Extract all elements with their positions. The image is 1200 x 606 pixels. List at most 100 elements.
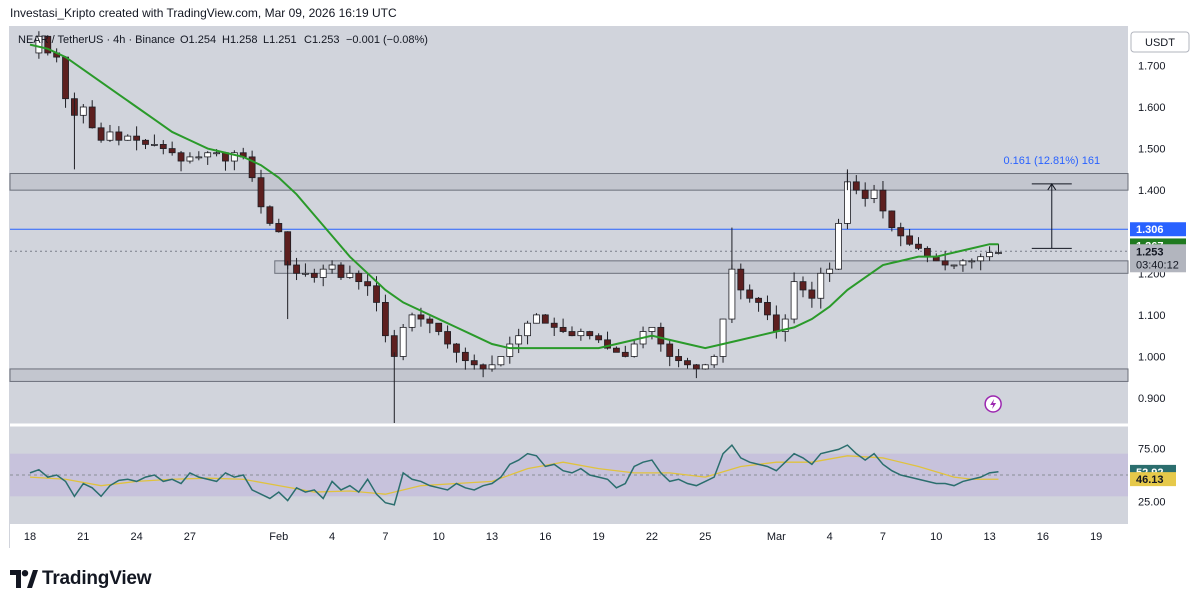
countdown-label: 03:40:12	[1136, 259, 1179, 271]
candle-body	[710, 356, 718, 366]
candle	[302, 263, 309, 277]
candle	[826, 262, 834, 282]
candle	[870, 184, 878, 204]
candle	[746, 284, 754, 303]
candle	[541, 314, 549, 324]
candle-body	[213, 152, 220, 155]
candle	[488, 355, 496, 372]
candle-body	[604, 339, 611, 349]
candle-body	[781, 318, 789, 332]
candle-body	[915, 243, 922, 249]
support-resistance-zone	[9, 173, 1129, 191]
time-tick-label: 19	[593, 531, 605, 543]
candle-body	[906, 235, 914, 245]
price-pane	[10, 28, 1128, 423]
candle-body	[684, 360, 691, 366]
candle	[408, 312, 416, 332]
time-tick-label: 22	[646, 531, 658, 543]
candle	[684, 357, 691, 369]
candle-body	[115, 131, 123, 141]
candle	[337, 262, 345, 280]
time-tick-label: 27	[184, 531, 196, 543]
candle	[737, 263, 745, 300]
price-axis-bg	[1128, 26, 1190, 548]
candle-body	[381, 302, 389, 337]
candle-body	[870, 189, 878, 199]
candle	[133, 126, 141, 151]
candle-body	[88, 106, 96, 129]
candle	[310, 268, 318, 283]
candle-body	[577, 331, 585, 337]
candle-body	[328, 264, 336, 270]
candle-body	[630, 343, 638, 357]
candle-body	[62, 56, 69, 100]
candle-body	[275, 223, 283, 233]
candle	[817, 267, 825, 309]
price-label-box	[1130, 222, 1186, 237]
candle-body	[968, 260, 976, 263]
time-tick-label: 13	[486, 531, 498, 543]
candle-body	[986, 252, 993, 258]
candle	[435, 322, 443, 336]
candle	[728, 264, 736, 323]
candle	[524, 320, 531, 345]
candle	[97, 122, 105, 143]
candle-body	[719, 318, 727, 357]
price-tick-label: 1.700	[1138, 60, 1166, 72]
time-tick-label: 21	[77, 531, 89, 543]
candle-body	[461, 351, 469, 362]
candle	[959, 258, 967, 272]
ohlc-low: L1.251	[263, 34, 297, 46]
candle	[328, 260, 336, 274]
candle-body	[755, 297, 762, 303]
candle	[35, 31, 43, 59]
candle	[595, 333, 603, 343]
candle	[790, 272, 798, 324]
candle-body	[613, 347, 620, 353]
candle	[986, 246, 993, 261]
candle-body	[506, 343, 514, 357]
candle-body	[497, 356, 505, 366]
candle	[177, 150, 185, 172]
candle	[257, 169, 265, 214]
time-tick-label: 16	[1037, 531, 1049, 543]
candle-body	[559, 326, 567, 332]
candle	[675, 349, 683, 368]
symbol-name: NEAR / TetherUS · 4h · Binance	[18, 34, 175, 46]
ohlc-close: C1.253	[304, 34, 339, 46]
candle-body	[346, 272, 354, 278]
time-tick-label: 4	[827, 531, 833, 543]
candle	[586, 330, 594, 340]
candle-body	[995, 252, 1002, 254]
candle	[230, 150, 238, 171]
candle	[319, 264, 327, 287]
time-tick-label: 7	[382, 531, 388, 543]
price-label: 1.306	[1136, 224, 1164, 236]
rsi-line	[29, 443, 999, 506]
candle-body	[568, 331, 576, 337]
price-tick-label: 1.600	[1138, 102, 1166, 114]
candle-body	[408, 314, 416, 328]
candle-body	[195, 156, 203, 159]
candle	[764, 295, 771, 321]
candle	[755, 297, 762, 312]
candle-body	[488, 364, 496, 370]
candle-body	[373, 285, 380, 303]
candle-body	[799, 281, 807, 291]
candle-body	[426, 318, 434, 324]
candle	[479, 363, 487, 378]
candle	[444, 325, 451, 349]
candle-body	[124, 135, 132, 141]
candle-body	[319, 268, 327, 278]
candle	[897, 222, 905, 247]
candle	[461, 347, 469, 370]
candle-body	[950, 264, 958, 267]
candle-body	[675, 356, 683, 362]
candle	[915, 237, 922, 251]
candle	[426, 316, 434, 334]
time-tick-label: Feb	[269, 531, 288, 543]
candle-body	[648, 326, 656, 332]
candle-body	[284, 231, 292, 266]
candle-body	[533, 314, 540, 324]
